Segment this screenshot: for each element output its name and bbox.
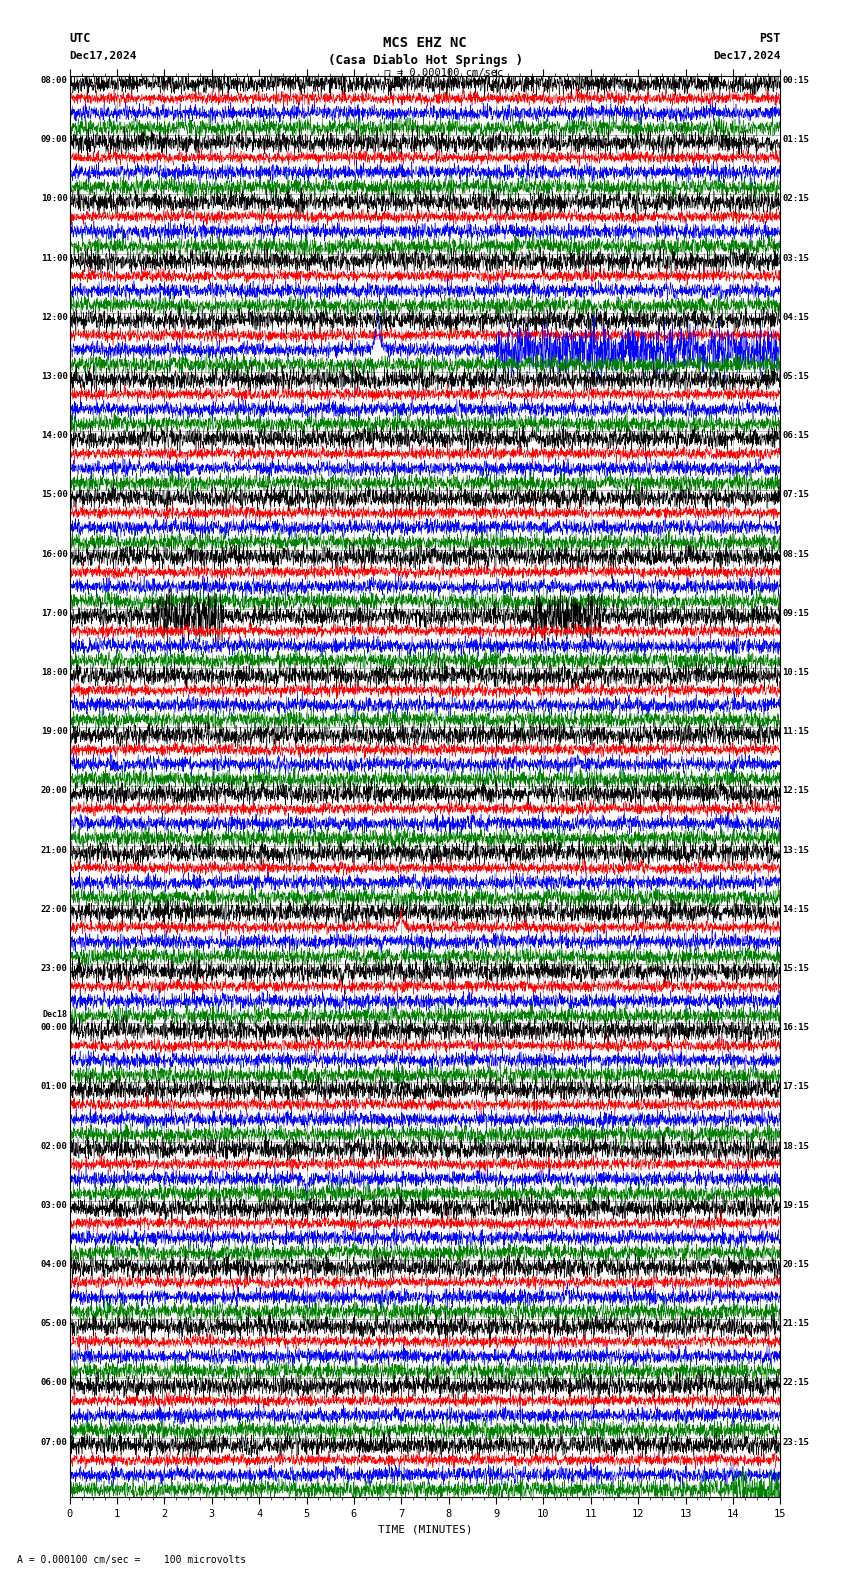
Text: 04:00: 04:00 (41, 1261, 67, 1269)
Text: 11:15: 11:15 (783, 727, 809, 737)
Text: 23:15: 23:15 (783, 1438, 809, 1446)
Text: 19:15: 19:15 (783, 1201, 809, 1210)
Text: 13:00: 13:00 (41, 372, 67, 382)
Text: 17:15: 17:15 (783, 1082, 809, 1091)
Text: 20:15: 20:15 (783, 1261, 809, 1269)
Text: Dec18: Dec18 (42, 1011, 67, 1019)
Text: 14:15: 14:15 (783, 904, 809, 914)
Text: 03:00: 03:00 (41, 1201, 67, 1210)
Text: 21:00: 21:00 (41, 846, 67, 855)
Text: 11:00: 11:00 (41, 253, 67, 263)
Text: 12:15: 12:15 (783, 786, 809, 795)
Text: 18:00: 18:00 (41, 668, 67, 676)
Text: 20:00: 20:00 (41, 786, 67, 795)
Text: 05:00: 05:00 (41, 1319, 67, 1329)
Text: 15:00: 15:00 (41, 491, 67, 499)
Text: 00:15: 00:15 (783, 76, 809, 86)
Text: 14:00: 14:00 (41, 431, 67, 440)
Text: PST: PST (759, 32, 780, 44)
Text: 04:15: 04:15 (783, 314, 809, 322)
Text: 02:15: 02:15 (783, 195, 809, 203)
Text: 16:15: 16:15 (783, 1023, 809, 1033)
Text: 10:00: 10:00 (41, 195, 67, 203)
Text: 22:00: 22:00 (41, 904, 67, 914)
Text: 09:15: 09:15 (783, 608, 809, 618)
Text: 03:15: 03:15 (783, 253, 809, 263)
Text: 15:15: 15:15 (783, 965, 809, 973)
Text: 06:00: 06:00 (41, 1378, 67, 1388)
Text: 09:00: 09:00 (41, 135, 67, 144)
Text: 18:15: 18:15 (783, 1142, 809, 1150)
Text: 02:00: 02:00 (41, 1142, 67, 1150)
Text: (Casa Diablo Hot Springs ): (Casa Diablo Hot Springs ) (327, 54, 523, 67)
Text: A = 0.000100 cm/sec =    100 microvolts: A = 0.000100 cm/sec = 100 microvolts (17, 1555, 246, 1565)
Text: 19:00: 19:00 (41, 727, 67, 737)
Text: 12:00: 12:00 (41, 314, 67, 322)
Text: 16:00: 16:00 (41, 550, 67, 559)
Text: 22:15: 22:15 (783, 1378, 809, 1388)
Text: 08:00: 08:00 (41, 76, 67, 86)
X-axis label: TIME (MINUTES): TIME (MINUTES) (377, 1524, 473, 1535)
Text: ⏐: ⏐ (383, 70, 390, 79)
Text: 00:00: 00:00 (41, 1023, 67, 1033)
Text: 01:00: 01:00 (41, 1082, 67, 1091)
Text: 13:15: 13:15 (783, 846, 809, 855)
Text: Dec17,2024: Dec17,2024 (70, 51, 137, 60)
Text: 10:15: 10:15 (783, 668, 809, 676)
Text: 17:00: 17:00 (41, 608, 67, 618)
Text: 06:15: 06:15 (783, 431, 809, 440)
Text: = 0.000100 cm/sec: = 0.000100 cm/sec (397, 68, 503, 78)
Text: 01:15: 01:15 (783, 135, 809, 144)
Text: 07:00: 07:00 (41, 1438, 67, 1446)
Text: 21:15: 21:15 (783, 1319, 809, 1329)
Text: 07:15: 07:15 (783, 491, 809, 499)
Text: 05:15: 05:15 (783, 372, 809, 382)
Text: MCS EHZ NC: MCS EHZ NC (383, 36, 467, 51)
Text: 23:00: 23:00 (41, 965, 67, 973)
Text: Dec17,2024: Dec17,2024 (713, 51, 780, 60)
Text: UTC: UTC (70, 32, 91, 44)
Text: 08:15: 08:15 (783, 550, 809, 559)
